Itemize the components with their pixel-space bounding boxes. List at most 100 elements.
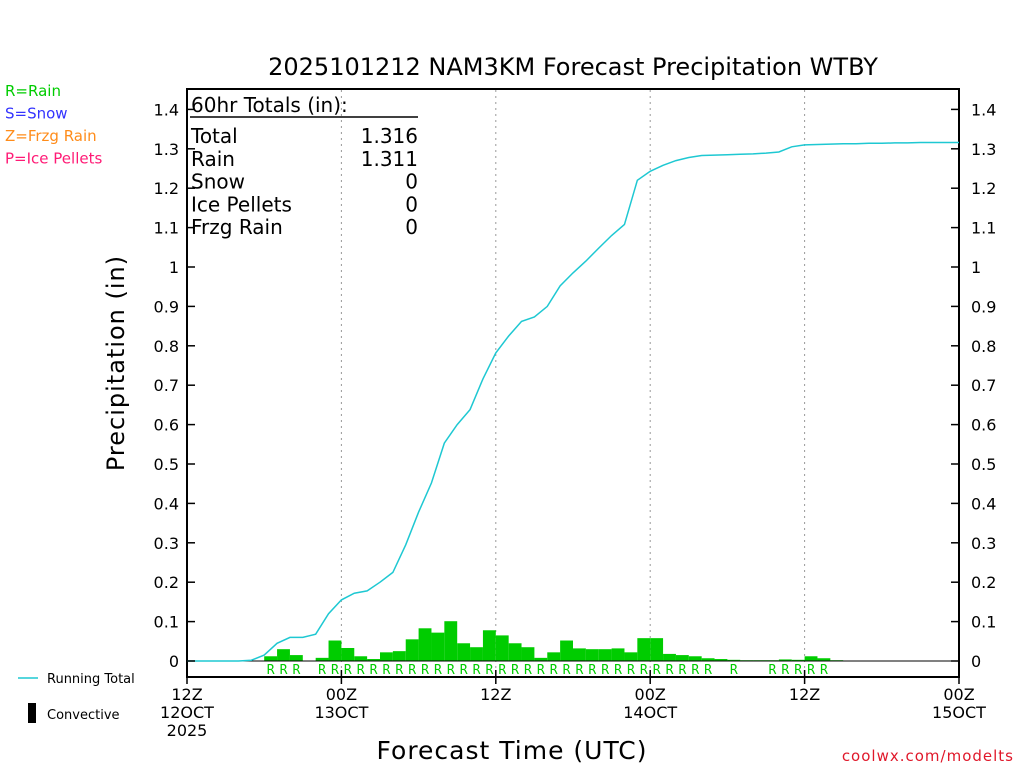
ptype-letter: R bbox=[408, 663, 416, 678]
ptype-letter: R bbox=[524, 663, 532, 678]
ptype-letter: R bbox=[614, 663, 622, 678]
totals-row-label: Ice Pellets bbox=[191, 192, 292, 216]
x-tick-label: 00Z bbox=[943, 685, 974, 704]
y-tick-label-left: 0.2 bbox=[154, 573, 179, 592]
ptype-letter: R bbox=[370, 663, 378, 678]
hourly-precip-bar bbox=[289, 655, 303, 661]
hourly-bars bbox=[264, 621, 934, 661]
hourly-precip-bar bbox=[521, 647, 535, 661]
y-tick-label-right: 0.2 bbox=[971, 573, 996, 592]
totals-row-value: 0 bbox=[405, 192, 418, 216]
hourly-precip-bar bbox=[598, 649, 612, 661]
ptype-letter: R bbox=[537, 663, 545, 678]
totals-row-label: Snow bbox=[191, 170, 245, 194]
ptype-letter: R bbox=[678, 663, 686, 678]
ptype-letter: R bbox=[601, 663, 609, 678]
ptype-legend-item: R=Rain bbox=[5, 82, 61, 100]
x-tick-label: 00Z bbox=[635, 685, 666, 704]
x-axis-label: Forecast Time (UTC) bbox=[377, 736, 648, 765]
hourly-precip-bar bbox=[573, 648, 586, 661]
y-tick-label-right: 0.8 bbox=[971, 337, 996, 356]
ptype-letter: R bbox=[267, 663, 275, 678]
y-tick-label-left: 0.7 bbox=[154, 376, 179, 395]
hourly-precip-bar bbox=[495, 635, 509, 661]
ptype-letter: R bbox=[473, 663, 481, 678]
ptype-legend-item: Z=Frzg Rain bbox=[5, 127, 97, 145]
ptype-letter: R bbox=[769, 663, 777, 678]
y-tick-label-right: 1 bbox=[971, 258, 981, 277]
hourly-precip-bar bbox=[418, 628, 432, 661]
hourly-precip-bar bbox=[405, 639, 419, 661]
hourly-precip-bar bbox=[727, 659, 741, 661]
x-tick-label: 12OCT bbox=[160, 703, 214, 722]
ptype-letter: R bbox=[460, 663, 468, 678]
totals-box: 60hr Totals (in): Total 1.316 Rain 1.311 Sno… bbox=[190, 93, 418, 239]
ptype-letter: R bbox=[576, 663, 584, 678]
hourly-precip-bar bbox=[482, 630, 496, 661]
totals-header: 60hr Totals (in): bbox=[191, 93, 348, 117]
convective-legend-swatch bbox=[28, 703, 36, 723]
ptype-letter: R bbox=[781, 663, 789, 678]
gridlines bbox=[340, 90, 806, 676]
hourly-precip-bar bbox=[791, 659, 805, 661]
hourly-precip-bar bbox=[650, 638, 664, 661]
ptype-letter: R bbox=[485, 663, 493, 678]
ptype-letter: R bbox=[357, 663, 365, 678]
ptype-letter: R bbox=[383, 663, 391, 678]
x-tick-label: 12Z bbox=[789, 685, 820, 704]
hourly-precip-bar bbox=[457, 643, 471, 661]
hourly-precip-bar bbox=[560, 640, 573, 661]
ptype-letter: R bbox=[820, 663, 828, 678]
y-tick-label-right: 1.4 bbox=[971, 100, 996, 119]
ptype-letter: R bbox=[640, 663, 648, 678]
y-tick-label-right: 0.7 bbox=[971, 376, 996, 395]
y-tick-label-left: 1.1 bbox=[154, 219, 179, 238]
y-tick-label-left: 0.1 bbox=[154, 613, 179, 632]
ptype-legend-item: P=Ice Pellets bbox=[5, 150, 102, 168]
hourly-precip-bar bbox=[817, 658, 831, 661]
x-tick-label: 00Z bbox=[326, 685, 357, 704]
totals-row-label: Frzg Rain bbox=[191, 215, 283, 239]
ptype-letter: R bbox=[653, 663, 661, 678]
hourly-precip-bar bbox=[380, 652, 393, 661]
ptype-legend: R=Rain S=Snow Z=Frzg Rain P=Ice Pellets bbox=[5, 82, 102, 168]
site-credit: coolwx.com/modelts bbox=[842, 747, 1014, 765]
y-tick-label-left: 1.4 bbox=[154, 100, 179, 119]
ptype-letter: R bbox=[292, 663, 300, 678]
y-tick-label-right: 1.1 bbox=[971, 219, 996, 238]
ptype-letter: R bbox=[344, 663, 352, 678]
hourly-precip-bar bbox=[675, 655, 689, 661]
y-tick-label-left: 1.3 bbox=[154, 140, 179, 159]
plot-frame bbox=[186, 88, 960, 678]
hourly-precip-bar bbox=[341, 647, 355, 661]
hourly-precip-bar bbox=[431, 632, 445, 661]
y-axis-left: 0 0.1 0.2 0.3 0.4 0.5 0.6 0.7 0.8 0.9 1 1.1 1.2 1.3 1.… bbox=[154, 100, 195, 671]
y-tick-label-right: 1.2 bbox=[971, 179, 996, 198]
ptype-letter: R bbox=[498, 663, 506, 678]
ptype-letter: R bbox=[704, 663, 712, 678]
y-tick-label-left: 0.3 bbox=[154, 534, 179, 553]
hourly-precip-bar bbox=[637, 638, 651, 661]
hourly-precip-bar bbox=[688, 656, 702, 661]
ptype-legend-item: S=Snow bbox=[5, 105, 68, 123]
totals-row-value: 1.311 bbox=[361, 147, 418, 171]
x-tick-label: 15OCT bbox=[932, 703, 986, 722]
chart-title: 2025101212 NAM3KM Forecast Precipitation… bbox=[268, 53, 878, 81]
ptype-letter: R bbox=[807, 663, 815, 678]
y-tick-label-left: 1 bbox=[169, 258, 179, 277]
y-tick-label-left: 0.6 bbox=[154, 416, 179, 435]
ptype-letter: R bbox=[550, 663, 558, 678]
hourly-precip-bar bbox=[778, 659, 792, 661]
totals-row-value: 0 bbox=[405, 170, 418, 194]
ptype-letter: R bbox=[794, 663, 802, 678]
hourly-precip-bar bbox=[508, 643, 522, 661]
y-tick-label-left: 1.2 bbox=[154, 179, 179, 198]
ptype-letter: R bbox=[280, 663, 288, 678]
hourly-precip-bar bbox=[611, 648, 625, 661]
y-tick-label-right: 0 bbox=[971, 652, 981, 671]
y-tick-label-right: 0.1 bbox=[971, 613, 996, 632]
x-tick-label: 2025 bbox=[167, 721, 208, 740]
ptype-letter: R bbox=[421, 663, 429, 678]
